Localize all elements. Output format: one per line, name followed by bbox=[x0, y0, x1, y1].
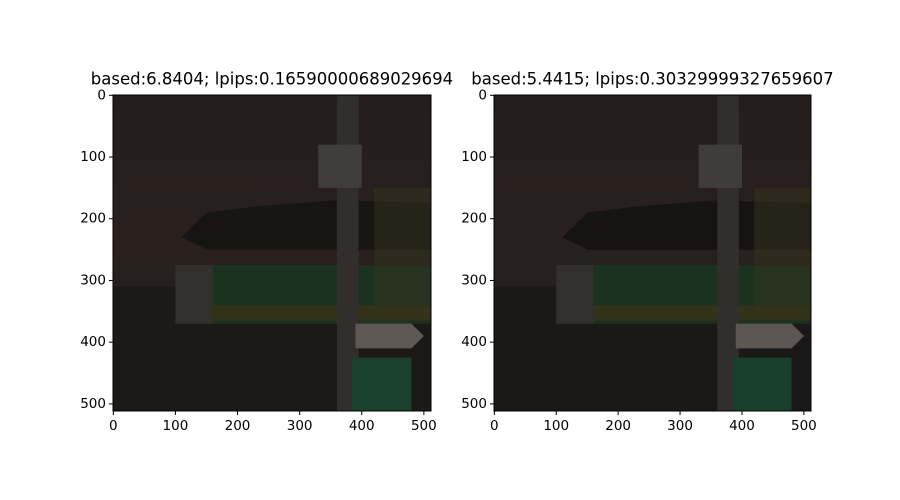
y-tick-label: 400 bbox=[461, 334, 487, 350]
y-tick-label: 300 bbox=[80, 272, 106, 288]
y-tick-label: 500 bbox=[461, 396, 487, 412]
axes-title: based:6.8404; lpips:0.16590000689029694 bbox=[91, 70, 453, 89]
sign-left bbox=[556, 265, 594, 324]
x-tick-label: 300 bbox=[287, 418, 313, 434]
axes-title: based:5.4415; lpips:0.30329999327659607 bbox=[471, 70, 833, 89]
axes-frame bbox=[112, 94, 432, 412]
y-tick-label: 100 bbox=[80, 149, 106, 165]
roof bbox=[562, 200, 811, 250]
x-tick-label: 500 bbox=[411, 418, 437, 434]
image bbox=[494, 95, 811, 411]
y-tick-label: 400 bbox=[80, 334, 106, 350]
x-tick-label: 200 bbox=[605, 418, 631, 434]
dim bbox=[494, 95, 811, 411]
x-tick-label: 100 bbox=[163, 418, 189, 434]
y-tick-label: 0 bbox=[97, 87, 106, 103]
arrow-sign bbox=[355, 323, 424, 349]
sign-left bbox=[175, 265, 213, 324]
panel-sign bbox=[318, 144, 362, 188]
green-board bbox=[732, 357, 792, 411]
panel-sign bbox=[698, 144, 742, 188]
y-tick-label: 100 bbox=[461, 149, 487, 165]
y-tick-label: 0 bbox=[478, 87, 487, 103]
tree bbox=[754, 187, 811, 318]
roof bbox=[181, 200, 431, 250]
image bbox=[113, 95, 431, 411]
tree bbox=[374, 187, 431, 318]
arrow-sign bbox=[735, 323, 804, 349]
x-tick-label: 200 bbox=[225, 418, 251, 434]
x-tick-label: 400 bbox=[729, 418, 755, 434]
y-tick-label: 200 bbox=[461, 211, 487, 227]
y-tick-label: 200 bbox=[80, 211, 106, 227]
x-tick-label: 0 bbox=[109, 418, 118, 434]
y-tick-label: 500 bbox=[80, 396, 106, 412]
y-tick-label: 300 bbox=[461, 272, 487, 288]
x-tick-label: 500 bbox=[791, 418, 817, 434]
x-tick-label: 100 bbox=[543, 418, 569, 434]
x-tick-label: 0 bbox=[490, 418, 499, 434]
image-panel: based:6.8404; lpips:0.165900006890296940… bbox=[80, 70, 453, 435]
x-tick-label: 400 bbox=[349, 418, 375, 434]
green-board bbox=[352, 357, 412, 411]
axes-frame bbox=[493, 94, 812, 412]
dim bbox=[113, 95, 431, 411]
image-panel: based:5.4415; lpips:0.303299993276596070… bbox=[461, 70, 833, 435]
x-tick-label: 300 bbox=[667, 418, 693, 434]
